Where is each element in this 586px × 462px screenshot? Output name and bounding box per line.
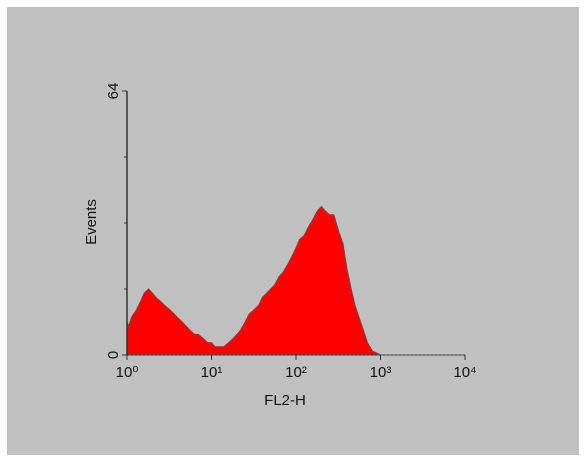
x-tick-label: 10⁰ — [116, 364, 139, 381]
y-tick-label: 0 — [105, 351, 122, 359]
x-tick-label: 10³ — [370, 364, 392, 381]
chart-panel: 10⁰ 10¹ 10² 10³ 10⁴ 0 64 FL2-H Events — [7, 7, 579, 455]
x-tick-label: 10² — [285, 364, 307, 381]
y-axis-title: Events — [83, 199, 100, 245]
plot-area — [126, 205, 465, 356]
x-tick-label: 10⁴ — [453, 364, 476, 381]
x-axis-title: FL2-H — [264, 392, 306, 409]
axes: 10⁰ 10¹ 10² 10³ 10⁴ 0 64 — [105, 83, 477, 381]
y-tick-label: 64 — [105, 83, 122, 100]
x-tick-label: 10¹ — [201, 364, 223, 381]
histogram-series-0 — [126, 205, 465, 356]
histogram-chart: 10⁰ 10¹ 10² 10³ 10⁴ 0 64 FL2-H Events — [83, 83, 477, 409]
